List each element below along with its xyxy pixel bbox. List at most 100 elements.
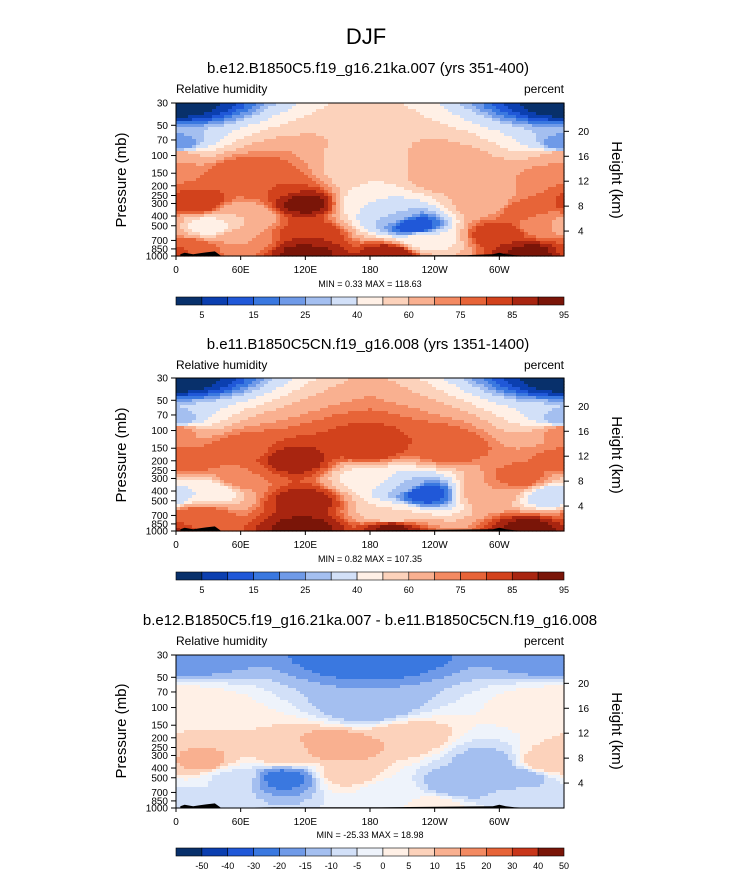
y-axis-right-label: Height (km) <box>608 141 625 219</box>
height-tick-label: 8 <box>578 202 584 213</box>
colorbar-swatch <box>537 847 565 857</box>
colorbar-swatch <box>460 847 487 857</box>
y-axis-right-label: Height (km) <box>608 416 625 494</box>
y-tick-label: 400 <box>151 764 168 775</box>
x-tick-label: 60E <box>232 540 250 551</box>
colorbar: 5 15 25 40 60 75 85 95 <box>175 571 569 595</box>
colorbar-swatch <box>434 571 461 581</box>
min-max-stats: MIN = -25.33 MAX = 18.98 <box>316 830 423 840</box>
x-tick-label: 60W <box>489 265 510 276</box>
x-tick-label: 180 <box>362 817 379 828</box>
y-tick-label: 300 <box>151 474 168 485</box>
colorbar-swatch <box>330 571 358 581</box>
colorbar-swatch <box>356 571 384 581</box>
colorbar-label: 40 <box>352 310 362 320</box>
y-tick-label: 300 <box>151 199 168 210</box>
colorbar-swatch <box>511 847 539 857</box>
min-max-stats: MIN = 0.82 MAX = 107.35 <box>318 554 422 564</box>
colorbar-label: 85 <box>507 310 517 320</box>
figure-title: DJF <box>346 24 386 49</box>
colorbar-label: 75 <box>455 310 465 320</box>
y-tick-label: 300 <box>151 751 168 762</box>
panel-3: b.e12.B1850C5.f19_g16.21ka.007 - b.e11.B… <box>113 612 625 871</box>
colorbar-swatch <box>382 571 410 581</box>
colorbar-swatch <box>201 296 229 306</box>
height-tick-label: 20 <box>578 402 590 413</box>
panel-title: b.e11.B1850C5CN.f19_g16.008 (yrs 1351-14… <box>207 336 529 353</box>
colorbar-swatch <box>434 847 461 857</box>
colorbar-label: 20 <box>481 861 491 871</box>
y-tick-label: 150 <box>151 169 168 180</box>
colorbar-swatch <box>330 847 358 857</box>
colorbar-label: 5 <box>199 310 204 320</box>
colorbar-swatch <box>201 571 229 581</box>
y-tick-label: 30 <box>157 651 169 662</box>
colorbar-label: 85 <box>507 585 517 595</box>
y-tick-label: 1000 <box>146 252 169 263</box>
colorbar-label: 5 <box>406 861 411 871</box>
y-tick-label: 700 <box>151 511 168 522</box>
colorbar-swatch <box>227 847 254 857</box>
height-tick-label: 20 <box>578 127 590 138</box>
colorbar-swatch <box>253 296 280 306</box>
colorbar-label: -40 <box>221 861 234 871</box>
x-tick-label: 120W <box>422 817 449 828</box>
y-tick-label: 250 <box>151 466 168 477</box>
colorbar-swatch <box>279 847 306 857</box>
colorbar: -50 -40 -30 -20 -15 -10 -5 0 5 10 15 20 30 40 50 <box>175 847 569 871</box>
x-tick-label: 60W <box>489 540 510 551</box>
y-tick-label: 50 <box>157 673 169 684</box>
colorbar-label: -20 <box>273 861 286 871</box>
panel-2: b.e11.B1850C5CN.f19_g16.008 (yrs 1351-14… <box>113 336 625 595</box>
colorbar-swatch <box>382 847 410 857</box>
units-label: percent <box>524 82 565 96</box>
y-tick-label: 200 <box>151 733 168 744</box>
colorbar-label: 40 <box>533 861 543 871</box>
colorbar-swatch <box>356 296 384 306</box>
x-tick-label: 60E <box>232 817 250 828</box>
y-tick-label: 200 <box>151 181 168 192</box>
y-tick-label: 850 <box>151 796 168 807</box>
colorbar-swatch <box>227 571 254 581</box>
colorbar-label: -30 <box>247 861 260 871</box>
colorbar-label: 15 <box>455 861 465 871</box>
height-tick-label: 12 <box>578 452 590 463</box>
y-tick-label: 50 <box>157 121 169 132</box>
colorbar-label: 95 <box>559 310 569 320</box>
x-tick-label: 120E <box>294 817 318 828</box>
y-axis-label: Pressure (mb) <box>113 683 130 778</box>
panel-title: b.e12.B1850C5.f19_g16.21ka.007 - b.e11.B… <box>143 612 597 629</box>
colorbar-swatch <box>511 571 539 581</box>
colorbar-swatch <box>408 296 435 306</box>
y-tick-label: 1000 <box>146 527 169 538</box>
colorbar-label: 40 <box>352 585 362 595</box>
min-max-stats: MIN = 0.33 MAX = 118.63 <box>318 279 421 289</box>
y-tick-label: 150 <box>151 444 168 455</box>
colorbar-label: 10 <box>430 861 440 871</box>
y-tick-label: 100 <box>151 151 168 162</box>
colorbar-label: 5 <box>199 585 204 595</box>
y-tick-label: 150 <box>151 721 168 732</box>
x-tick-label: 60E <box>232 265 250 276</box>
y-tick-label: 1000 <box>146 804 169 815</box>
x-tick-label: 180 <box>362 540 379 551</box>
colorbar-swatch <box>305 571 332 581</box>
y-tick-label: 400 <box>151 487 168 498</box>
colorbar-swatch <box>486 296 513 306</box>
colorbar-label: 25 <box>300 585 310 595</box>
height-tick-label: 16 <box>578 427 590 438</box>
y-tick-label: 100 <box>151 703 168 714</box>
topography <box>180 526 532 531</box>
colorbar: 5 15 25 40 60 75 85 95 <box>175 296 569 320</box>
x-tick-label: 180 <box>362 265 379 276</box>
x-tick-label: 0 <box>173 817 179 828</box>
y-tick-label: 500 <box>151 773 168 784</box>
colorbar-swatch <box>253 847 280 857</box>
colorbar-label: 15 <box>249 310 259 320</box>
colorbar-swatch <box>434 296 461 306</box>
colorbar-swatch <box>486 847 513 857</box>
